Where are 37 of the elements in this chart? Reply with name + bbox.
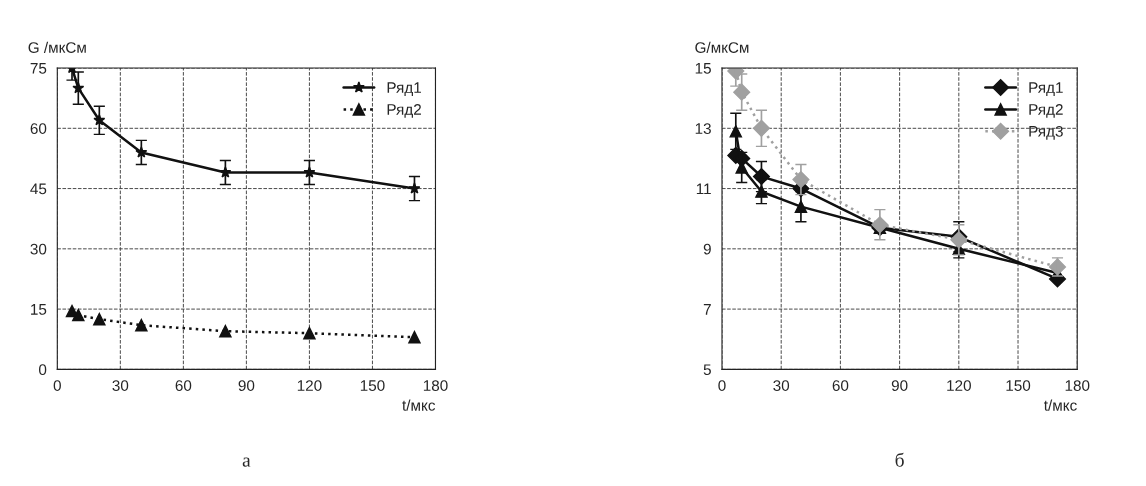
y-axis-title: G /мкСм [28,41,86,53]
x-tick-label: 180 [423,380,448,391]
y-tick-label: 60 [30,123,47,134]
y-tick-label: 0 [38,364,47,376]
legend-label: Ряд2 [387,104,421,118]
y-tick-label: 7 [703,304,711,315]
y-tick-label: 30 [30,243,47,255]
y-tick-label: 75 [30,63,47,74]
y-tick-label: 9 [703,243,711,255]
y-tick-label: 45 [30,183,47,195]
legend-label: Ряд2 [1029,104,1063,118]
x-tick-label: 30 [112,380,129,391]
x-tick-label: 120 [297,380,322,391]
legend-label: Ряд1 [1029,82,1063,96]
y-tick-label: 5 [703,364,711,376]
x-tick-label: 150 [360,380,385,391]
text: а [242,457,251,467]
x-axis-title: t/мкс [1043,399,1077,411]
x-tick-label: 90 [238,380,255,391]
y-tick-label: 15 [695,63,711,74]
x-tick-label: 120 [947,380,971,391]
x-tick-label: 0 [53,380,61,391]
y-tick-label: 11 [696,183,711,195]
x-axis-title: t/мкс [402,399,436,411]
x-tick-label: 90 [891,380,908,391]
legend-label: Ряд3 [1029,125,1063,140]
x-tick-label: 60 [832,380,849,391]
x-tick-label: 150 [1006,380,1031,391]
x-tick-label: 0 [718,380,726,391]
legend-label: Ряд1 [387,82,421,96]
text: б [895,452,904,467]
x-tick-label: 30 [773,380,790,391]
x-tick-label: 180 [1065,380,1090,391]
y-axis-title: G/мкСм [695,41,749,53]
x-tick-label: 60 [175,380,192,391]
y-tick-label: 15 [31,304,47,315]
y-tick-label: 13 [695,123,711,134]
